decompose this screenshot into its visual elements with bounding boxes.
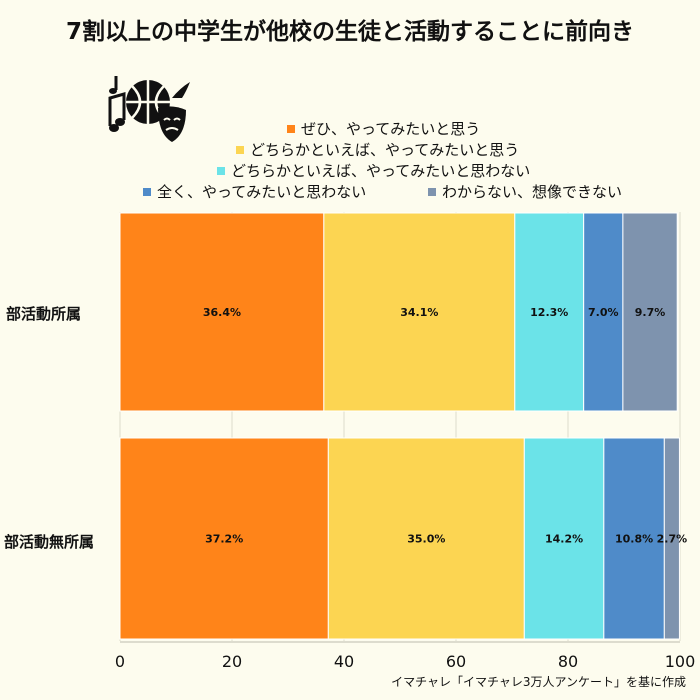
legend-label: わからない、想像できない <box>442 183 623 201</box>
x-tick-label: 60 <box>446 652 466 671</box>
music-basketball-theater-icon <box>108 76 190 142</box>
x-tick-label: 40 <box>334 652 354 671</box>
legend-item: 全く、やってみたいと思わない <box>143 181 366 202</box>
bar-segment <box>119 212 325 412</box>
category-label: 部活動無所属 <box>4 533 95 551</box>
legend-item: どちらかといえば、やってみたいと思わない <box>217 160 530 181</box>
x-tick-label: 20 <box>222 652 242 671</box>
legend-label: どちらかといえば、やってみたいと思わない <box>231 162 531 180</box>
data-label: 34.1% <box>400 306 438 319</box>
legend-swatch <box>217 166 225 175</box>
data-label: 10.8% <box>615 533 653 546</box>
legend-swatch <box>287 124 295 133</box>
legend-item: わからない、想像できない <box>428 181 622 202</box>
legend-swatch <box>143 187 151 196</box>
legend-item: ぜひ、やってみたいと思う <box>287 118 480 139</box>
x-tick-label: 100 <box>665 652 696 671</box>
data-label: 36.4% <box>203 306 241 319</box>
data-label: 12.3% <box>530 306 568 319</box>
x-tick-label: 80 <box>558 652 578 671</box>
bar-segment <box>663 437 680 640</box>
category-label: 部活動所属 <box>6 305 82 323</box>
legend-label: どちらかといえば、やってみたいと思う <box>250 141 520 159</box>
bar-segment <box>514 212 585 412</box>
bar-segment <box>523 437 605 640</box>
source-note: イマチャレ「イマチャレ3万人アンケート」を基に作成 <box>391 675 686 689</box>
x-tick-label: 0 <box>115 652 125 671</box>
data-label: 7.0% <box>588 306 619 319</box>
data-label: 14.2% <box>545 533 583 546</box>
legend-swatch <box>236 145 244 154</box>
bar-segment <box>603 437 665 640</box>
data-label: 2.7% <box>657 533 688 546</box>
legend-label: 全く、やってみたいと思わない <box>157 183 367 201</box>
legend-label: ぜひ、やってみたいと思う <box>301 120 481 138</box>
bar-segment <box>119 437 329 640</box>
bar-segment <box>327 437 525 640</box>
data-label: 35.0% <box>407 533 445 546</box>
legend-swatch <box>428 187 436 196</box>
bar-segment <box>583 212 624 412</box>
legend-item: どちらかといえば、やってみたいと思う <box>236 139 519 160</box>
bar-segment <box>622 212 678 412</box>
data-label: 37.2% <box>205 533 243 546</box>
data-label: 9.7% <box>635 306 666 319</box>
chart-title: 7割以上の中学生が他校の生徒と活動することに前向き <box>65 19 634 45</box>
